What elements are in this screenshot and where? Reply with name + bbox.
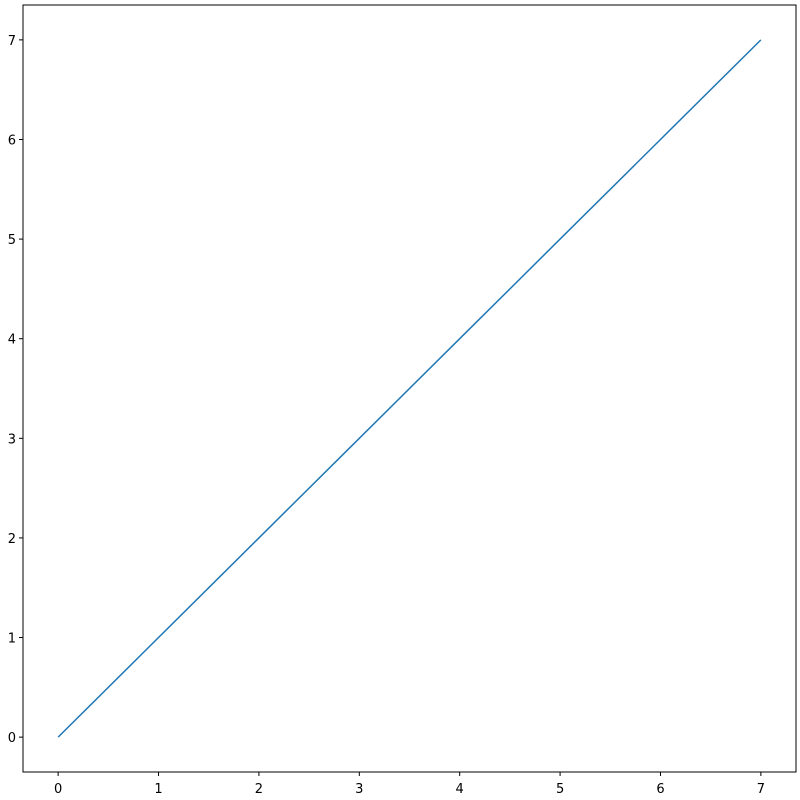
axes-frame [22,4,797,773]
y-tick-label: 4 [8,333,16,348]
series-line-0 [57,39,762,738]
x-tick-label: 2 [255,782,263,797]
x-tick-label: 5 [556,782,564,797]
x-tick-label: 6 [656,782,664,797]
y-tick-label: 3 [8,432,16,447]
x-tick-label: 3 [355,782,363,797]
y-tick-label: 0 [8,731,16,746]
y-tick-label: 5 [8,233,16,248]
x-tick-label: 7 [757,782,765,797]
y-tick-label: 7 [8,34,16,49]
x-tick-label: 0 [54,782,62,797]
y-tick-label: 1 [8,632,16,647]
y-tick-label: 6 [8,133,16,148]
x-tick-label: 4 [456,782,464,797]
y-tick-label: 2 [8,532,16,547]
x-tick-label: 1 [154,782,162,797]
